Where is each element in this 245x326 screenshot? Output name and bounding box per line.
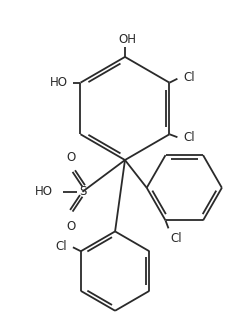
Text: Cl: Cl xyxy=(183,131,195,144)
Text: Cl: Cl xyxy=(55,240,67,253)
Text: Cl: Cl xyxy=(171,232,182,245)
Text: O: O xyxy=(66,219,75,232)
Text: HO: HO xyxy=(49,76,68,89)
Text: HO: HO xyxy=(35,185,53,198)
Text: OH: OH xyxy=(118,33,136,46)
Text: O: O xyxy=(66,151,75,164)
Text: Cl: Cl xyxy=(183,71,195,84)
Text: S: S xyxy=(79,185,86,198)
